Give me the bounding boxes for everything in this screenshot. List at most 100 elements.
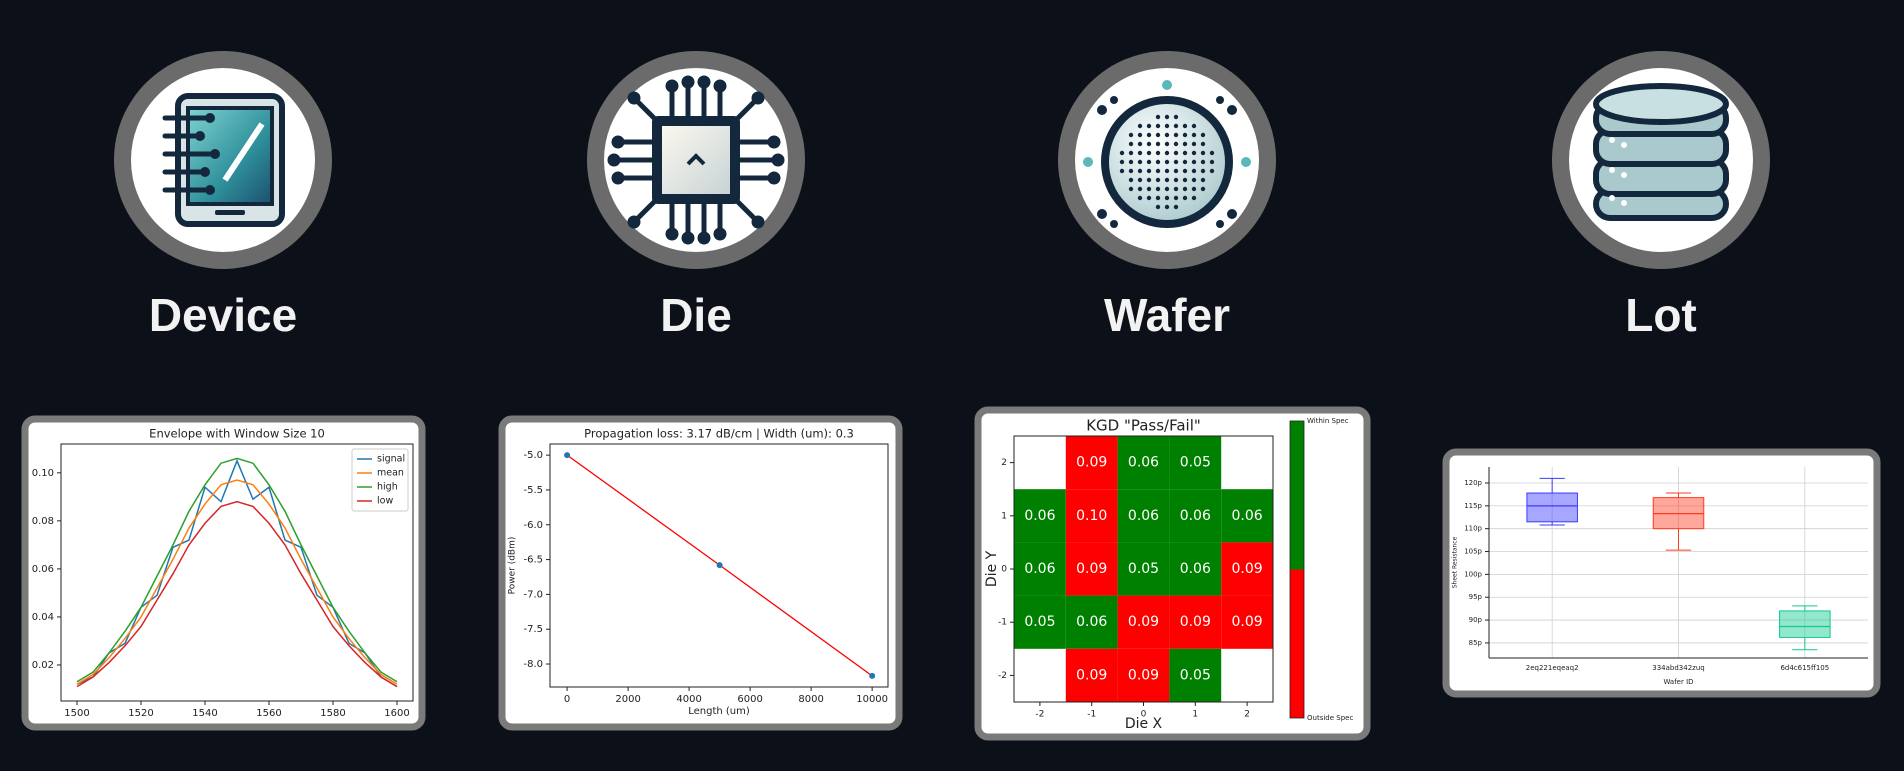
device-icon (114, 51, 332, 269)
die-value: 0.06 (1076, 614, 1107, 630)
die-cell (1169, 542, 1222, 596)
box (1526, 492, 1578, 523)
die-value: 0.06 (1180, 508, 1211, 524)
wafer-dot (1146, 168, 1152, 174)
wafer-dot (1164, 159, 1170, 165)
wafer-dot (1182, 141, 1188, 147)
die-cell (1117, 542, 1170, 596)
die-cell (1065, 542, 1118, 596)
level-heading: Lot (1625, 289, 1697, 341)
wafer-dot (1173, 141, 1179, 147)
wafer-dot (1119, 150, 1125, 156)
wafer-dot (1191, 150, 1197, 156)
die-cell (1065, 648, 1118, 702)
wafer-dot (1191, 195, 1197, 201)
wafer-dot (1209, 159, 1215, 165)
wafer-dot (1164, 114, 1170, 120)
x-tick-label: 2eq221eqeaq2 (1526, 664, 1579, 672)
y-tick-label: 0.02 (32, 660, 54, 671)
wafer-dot (1173, 150, 1179, 156)
legend-label: mean (377, 468, 404, 479)
die-value: 0.05 (1180, 667, 1211, 683)
wafer-dot (1155, 132, 1161, 138)
y-tick-label: -5.0 (523, 450, 543, 461)
wafer-dot (1155, 114, 1161, 120)
x-tick-label: 1580 (320, 708, 345, 719)
wafer-dot (1155, 141, 1161, 147)
die-value: 0.05 (1180, 455, 1211, 471)
data-point (869, 672, 876, 679)
die-value: 0.10 (1076, 508, 1107, 524)
y-axis-label: Sheet Resistance (1452, 536, 1459, 588)
wafer-dot (1200, 150, 1206, 156)
wafer-dot (1173, 132, 1179, 138)
wafer-dot (1182, 168, 1188, 174)
wafer-dot (1200, 177, 1206, 183)
wafer-dot (1146, 177, 1152, 183)
die-cell (1065, 489, 1118, 543)
y-tick-label: -7.5 (523, 624, 543, 635)
wafer-dot (1128, 132, 1134, 138)
die-value: 0.06 (1128, 508, 1159, 524)
x-tick-label: 2000 (615, 694, 640, 705)
y-tick-label: 2 (1001, 458, 1007, 468)
y-tick-label: 0.06 (32, 564, 54, 575)
wafer-dot (1164, 204, 1170, 210)
wafer-dot (1200, 132, 1206, 138)
wafer-dot (1137, 159, 1143, 165)
wafer-dot (1191, 141, 1197, 147)
wafer-dot (1137, 195, 1143, 201)
wafer-dot (1128, 177, 1134, 183)
wafer-dot (1200, 159, 1206, 165)
box (1779, 610, 1831, 638)
wafer-dot (1164, 177, 1170, 183)
wafer-dot (1182, 195, 1188, 201)
wafer-dot (1191, 159, 1197, 165)
colorbar-label: Outside Spec (1307, 714, 1353, 722)
wafer-dot (1173, 204, 1179, 210)
die-cell (1169, 436, 1222, 490)
wafer-dot (1164, 168, 1170, 174)
colorbar-label: Within Spec (1307, 417, 1349, 425)
line-series (76, 500, 398, 688)
y-tick-label: 0.08 (32, 516, 54, 527)
wafer-dot (1155, 177, 1161, 183)
colorbar-segment (1290, 569, 1304, 718)
die-value: 0.09 (1128, 667, 1159, 683)
x-axis-label: Length (um) (688, 706, 750, 717)
x-tick-label: -2 (1035, 710, 1044, 720)
wafer-dot (1137, 132, 1143, 138)
y-tick-label: 0 (1001, 565, 1007, 575)
die-value: 0.06 (1232, 508, 1263, 524)
wafer-dot (1182, 186, 1188, 192)
wafer-dot (1191, 123, 1197, 129)
level-heading: Die (660, 289, 732, 341)
wafer-dot (1137, 150, 1143, 156)
x-tick-label: 334abd342zuq (1652, 664, 1704, 672)
die-cell (1221, 595, 1273, 649)
data-point (564, 452, 571, 459)
wafer-dot (1146, 123, 1152, 129)
die-cell (1117, 436, 1170, 490)
x-tick-label: 0 (1141, 710, 1147, 720)
chart-title: KGD "Pass/Fail" (1086, 417, 1201, 435)
die-cell (1014, 489, 1066, 543)
level-heading: Device (149, 289, 297, 341)
die-value: 0.09 (1232, 561, 1263, 577)
y-tick-label: 0.04 (32, 612, 54, 623)
die-value: 0.09 (1076, 455, 1107, 471)
die-value: 0.05 (1024, 614, 1055, 630)
wafer-dot (1128, 141, 1134, 147)
die-cell (1169, 489, 1222, 543)
die-icon (587, 51, 805, 269)
y-tick-label: -6.5 (523, 555, 543, 566)
wafer-dot (1164, 123, 1170, 129)
wafer-dot (1173, 186, 1179, 192)
y-tick-label: 90p (1469, 616, 1483, 624)
chart-title: Envelope with Window Size 10 (149, 427, 325, 441)
x-axis-label: Wafer ID (1663, 678, 1693, 686)
wafer-dot (1173, 195, 1179, 201)
wafer-icon (1058, 51, 1276, 269)
wafer-dot (1182, 123, 1188, 129)
